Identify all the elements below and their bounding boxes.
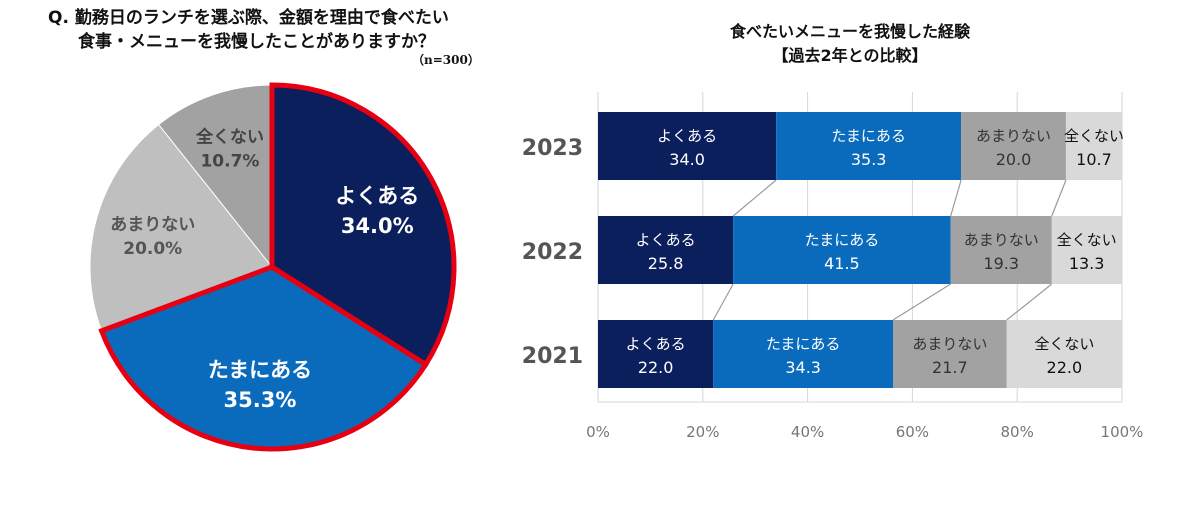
bar-value-label-2-1: 34.3 bbox=[785, 358, 821, 377]
bar-segment-0-0 bbox=[598, 112, 777, 180]
bar-series-label-0-1: たまにある bbox=[831, 127, 906, 145]
bar-value-label-1-3: 13.3 bbox=[1069, 254, 1105, 273]
bar-segment-0-3 bbox=[1065, 112, 1122, 180]
pie-highlight-outline-1 bbox=[98, 264, 430, 452]
bar-value-label-1-1: 41.5 bbox=[824, 254, 860, 273]
x-tick-label-2: 40% bbox=[791, 423, 824, 441]
pie-slice-value-2: 20.0% bbox=[123, 239, 182, 259]
pie-title-line2: 食事・メニューを我慢したことがありますか？ bbox=[78, 32, 435, 52]
bar-title-line1: 食べたいメニューを我慢した経験 bbox=[729, 22, 970, 41]
bar-series-label-2-2: あまりない bbox=[912, 335, 987, 353]
bar-series-label-2-3: 全くない bbox=[1034, 335, 1094, 353]
bar-value-label-2-0: 22.0 bbox=[638, 358, 674, 377]
bar-value-label-0-1: 35.3 bbox=[851, 150, 887, 169]
bar-segment-1-2 bbox=[950, 216, 1052, 284]
bar-series-label-1-0: よくある bbox=[636, 231, 696, 249]
pie-chart: よくある 34.0% たまにある 35.3% あまりない 20.0% 全くない 10.7% bbox=[89, 82, 457, 452]
connector-line-1-1 bbox=[712, 283, 734, 321]
pie-slice-value-1: 35.3% bbox=[224, 388, 297, 412]
bar-value-label-2-2: 21.7 bbox=[932, 358, 968, 377]
pie-slice-label-0: よくある bbox=[335, 184, 419, 208]
bar-segment-2-2 bbox=[893, 320, 1007, 388]
bar-segment-0-1 bbox=[776, 112, 962, 180]
bar-segment-1-3 bbox=[1051, 216, 1122, 284]
pie-slice-label-1: たまにある bbox=[208, 358, 312, 382]
bar-series-label-0-0: よくある bbox=[657, 127, 717, 145]
x-tick-label-1: 20% bbox=[686, 423, 719, 441]
connector-line-1-3 bbox=[1006, 283, 1053, 321]
x-tick-label-0: 0% bbox=[586, 423, 610, 441]
bar-segment-0-2 bbox=[961, 112, 1066, 180]
connector-line-0-3 bbox=[1051, 179, 1067, 217]
pie-slice-value-3: 10.7% bbox=[200, 152, 259, 172]
bar-segment-1-1 bbox=[733, 216, 951, 284]
y-category-label-2: 2021 bbox=[522, 344, 583, 369]
pie-slice-value-0: 34.0% bbox=[341, 214, 414, 238]
pie-highlight-outline-0 bbox=[269, 82, 457, 368]
bar-value-label-0-2: 20.0 bbox=[996, 150, 1032, 169]
connector-line-0-2 bbox=[950, 179, 962, 217]
pie-slice-2 bbox=[89, 123, 273, 332]
y-category-label-1: 2022 bbox=[522, 240, 583, 265]
bar-segment-1-0 bbox=[598, 216, 734, 284]
bar-value-label-0-0: 34.0 bbox=[669, 150, 705, 169]
bar-segment-2-3 bbox=[1006, 320, 1122, 388]
bar-series-label-0-2: あまりない bbox=[976, 127, 1051, 145]
bar-series-label-2-1: たまにある bbox=[766, 335, 841, 353]
pie-slice-3 bbox=[157, 84, 273, 269]
x-tick-label-4: 80% bbox=[1001, 423, 1034, 441]
connector-line-0-1 bbox=[732, 179, 777, 217]
pie-title-line1: Q. 勤務日のランチを選ぶ際、金額を理由で食べたい bbox=[48, 8, 449, 28]
y-category-label-0: 2023 bbox=[522, 136, 583, 161]
connector-line-1-2 bbox=[892, 283, 951, 321]
x-tick-label-3: 60% bbox=[896, 423, 929, 441]
bar-chart-title: 食べたいメニューを我慢した経験 【過去2年との比較】 bbox=[600, 20, 1100, 68]
x-tick-label-5: 100% bbox=[1101, 423, 1144, 441]
bar-value-label-0-3: 10.7 bbox=[1076, 150, 1112, 169]
bar-value-label-1-0: 25.8 bbox=[648, 254, 684, 273]
bar-segment-2-1 bbox=[713, 320, 894, 388]
bar-value-label-1-2: 19.3 bbox=[983, 254, 1019, 273]
bar-series-label-0-3: 全くない bbox=[1064, 127, 1124, 145]
bar-title-line2: 【過去2年との比較】 bbox=[772, 46, 928, 65]
bar-series-label-2-0: よくある bbox=[626, 335, 686, 353]
bar-value-label-2-3: 22.0 bbox=[1047, 358, 1083, 377]
pie-slice-label-2: あまりない bbox=[110, 215, 195, 235]
pie-chart-title: Q. 勤務日のランチを選ぶ際、金額を理由で食べたい 食事・メニューを我慢したこと… bbox=[0, 6, 540, 54]
pie-slice-label-3: 全くない bbox=[195, 127, 264, 148]
bar-series-label-1-1: たまにある bbox=[805, 231, 880, 249]
bar-series-label-1-3: 全くない bbox=[1057, 231, 1117, 249]
bar-segment-2-0 bbox=[598, 320, 714, 388]
sample-size-note: （n=300） bbox=[412, 53, 480, 67]
bar-series-label-1-2: あまりない bbox=[964, 231, 1039, 249]
